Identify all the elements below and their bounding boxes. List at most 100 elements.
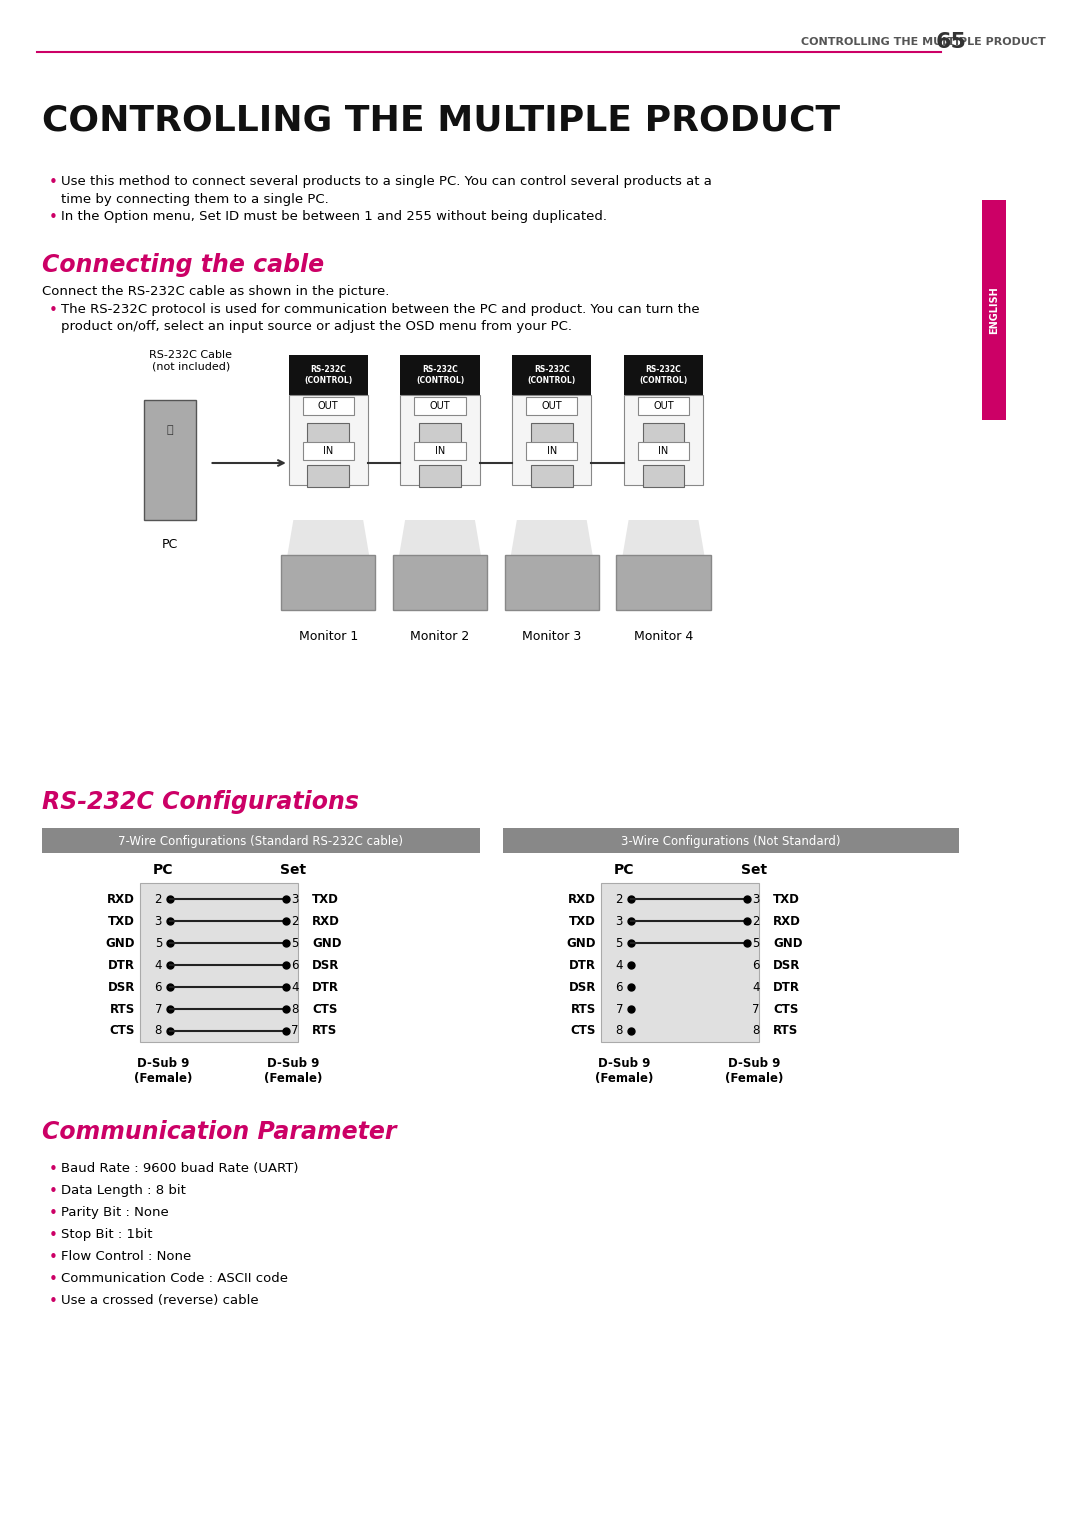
Text: 3: 3 (292, 893, 299, 905)
Text: GND: GND (106, 937, 135, 949)
Text: The RS-232C protocol is used for communication between the PC and product. You c: The RS-232C protocol is used for communi… (60, 303, 699, 315)
Text: RS-232C
(CONTROL): RS-232C (CONTROL) (305, 366, 352, 384)
Text: •: • (49, 1184, 57, 1199)
Text: Parity Bit : None: Parity Bit : None (60, 1205, 168, 1219)
Polygon shape (619, 520, 707, 575)
Bar (530, 424, 572, 445)
Bar (288, 355, 368, 395)
Text: 2: 2 (154, 893, 162, 905)
Text: RXD: RXD (107, 893, 135, 905)
Bar (617, 555, 711, 610)
Bar (393, 555, 487, 610)
Text: CTS: CTS (570, 1024, 596, 1038)
Text: PC: PC (152, 863, 173, 876)
Text: DSR: DSR (569, 980, 596, 994)
Text: 8: 8 (616, 1024, 623, 1038)
Bar (139, 882, 298, 1042)
Text: 7: 7 (292, 1024, 299, 1038)
Text: RXD: RXD (773, 914, 800, 928)
Text: CTS: CTS (110, 1024, 135, 1038)
Text: OUT: OUT (541, 401, 562, 411)
Text: Connect the RS-232C cable as shown in the picture.: Connect the RS-232C cable as shown in th… (42, 285, 389, 299)
Text: OUT: OUT (430, 401, 450, 411)
Bar (401, 395, 480, 485)
Bar (600, 882, 759, 1042)
Text: (Female): (Female) (265, 1071, 323, 1085)
Text: GND: GND (773, 937, 802, 949)
Text: Set: Set (741, 863, 768, 876)
Text: 4: 4 (292, 980, 299, 994)
Text: CONTROLLING THE MULTIPLE PRODUCT: CONTROLLING THE MULTIPLE PRODUCT (42, 104, 840, 137)
Text: DTR: DTR (773, 980, 800, 994)
Text: •: • (49, 1250, 57, 1265)
Text: •: • (49, 303, 57, 319)
Bar (526, 442, 578, 460)
Text: Data Length : 8 bit: Data Length : 8 bit (60, 1184, 186, 1196)
Text: 5: 5 (154, 937, 162, 949)
Text: D-Sub 9: D-Sub 9 (267, 1058, 320, 1070)
Text: TXD: TXD (773, 893, 800, 905)
Text: Monitor 2: Monitor 2 (410, 629, 470, 643)
Text: Use a crossed (reverse) cable: Use a crossed (reverse) cable (60, 1294, 258, 1308)
Text: (Female): (Female) (134, 1071, 192, 1085)
Bar (302, 442, 354, 460)
Bar (643, 465, 685, 488)
Text: 8: 8 (753, 1024, 760, 1038)
Text: GND: GND (312, 937, 341, 949)
Text: 4: 4 (154, 959, 162, 971)
Bar (512, 355, 592, 395)
Text: RS-232C
(CONTROL): RS-232C (CONTROL) (639, 366, 688, 384)
Text: time by connecting them to a single PC.: time by connecting them to a single PC. (60, 194, 328, 206)
Text: (Female): (Female) (725, 1071, 783, 1085)
Bar (308, 424, 349, 445)
Text: Monitor 4: Monitor 4 (634, 629, 693, 643)
Text: RS-232C
(CONTROL): RS-232C (CONTROL) (416, 366, 464, 384)
Text: ENGLISH: ENGLISH (989, 287, 999, 334)
Bar (638, 442, 689, 460)
Text: 2: 2 (292, 914, 299, 928)
Text: IN: IN (323, 447, 334, 456)
Text: D-Sub 9: D-Sub 9 (728, 1058, 781, 1070)
Text: •: • (49, 1228, 57, 1244)
Text: (Female): (Female) (595, 1071, 653, 1085)
Text: 2: 2 (616, 893, 623, 905)
Text: 6: 6 (753, 959, 760, 971)
Bar (983, 200, 1005, 421)
Bar (302, 396, 354, 415)
Bar (643, 424, 685, 445)
Bar (504, 555, 598, 610)
Polygon shape (395, 520, 484, 575)
Text: IN: IN (546, 447, 557, 456)
Text: D-Sub 9: D-Sub 9 (597, 1058, 650, 1070)
Text: Communication Code : ASCII code: Communication Code : ASCII code (60, 1273, 287, 1285)
Text: 6: 6 (292, 959, 299, 971)
Bar (415, 396, 465, 415)
Text: 3: 3 (154, 914, 162, 928)
Text: 3: 3 (753, 893, 760, 905)
Text: •: • (49, 210, 57, 226)
Text: CONTROLLING THE MULTIPLE PRODUCT: CONTROLLING THE MULTIPLE PRODUCT (801, 37, 1045, 47)
Text: 5: 5 (753, 937, 760, 949)
Text: D-Sub 9: D-Sub 9 (137, 1058, 189, 1070)
Bar (503, 828, 959, 853)
Text: Communication Parameter: Communication Parameter (42, 1120, 396, 1145)
Text: IN: IN (659, 447, 669, 456)
Text: •: • (49, 1273, 57, 1286)
Text: 8: 8 (292, 1003, 299, 1015)
Text: 7-Wire Configurations (Standard RS-232C cable): 7-Wire Configurations (Standard RS-232C … (118, 835, 403, 847)
Text: Flow Control : None: Flow Control : None (60, 1250, 191, 1263)
Text: TXD: TXD (569, 914, 596, 928)
Text: •: • (49, 175, 57, 190)
Text: 7: 7 (616, 1003, 623, 1015)
Text: OUT: OUT (653, 401, 674, 411)
Text: DSR: DSR (108, 980, 135, 994)
Text: PC: PC (162, 538, 178, 552)
Text: RXD: RXD (312, 914, 340, 928)
Bar (401, 355, 480, 395)
Polygon shape (284, 520, 373, 575)
Text: 65: 65 (936, 32, 967, 52)
Text: 4: 4 (616, 959, 623, 971)
Text: •: • (49, 1294, 57, 1309)
Text: Set: Set (281, 863, 307, 876)
Text: DSR: DSR (773, 959, 800, 971)
